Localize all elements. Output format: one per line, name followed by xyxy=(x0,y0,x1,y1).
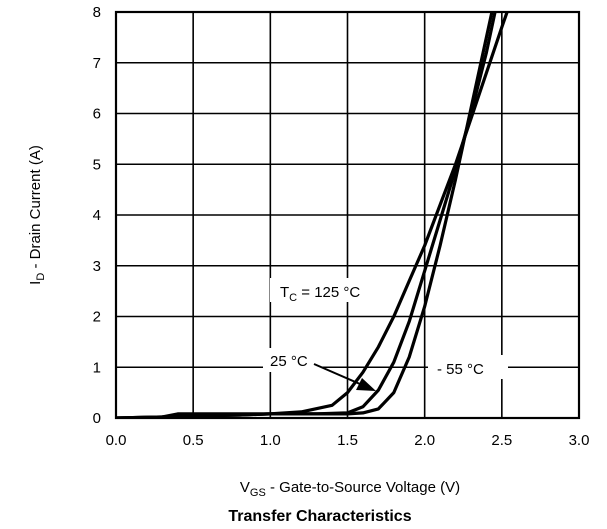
y-tick-label: 0 xyxy=(93,410,101,427)
plot-frame xyxy=(114,10,581,420)
y-tick-labels: 0 1 2 3 4 5 6 7 8 xyxy=(93,4,101,427)
x-tick-labels: 0.0 0.5 1.0 1.5 2.0 2.5 3.0 xyxy=(106,432,590,449)
x-tick-label: 0.0 xyxy=(106,432,127,449)
series-minus55c-line xyxy=(116,12,494,418)
annotation-125c-bg xyxy=(270,278,388,302)
y-tick-label: 4 xyxy=(93,207,101,224)
y-tick-label: 2 xyxy=(93,309,101,326)
x-tick-label: 0.5 xyxy=(183,432,204,449)
y-tick-label: 5 xyxy=(93,156,101,173)
annotation-25c-label: 25 °C xyxy=(270,353,308,370)
x-tick-label: 3.0 xyxy=(569,432,590,449)
y-tick-label: 8 xyxy=(93,4,101,21)
annotation-25c-arrowhead xyxy=(356,378,376,391)
y-tick-label: 3 xyxy=(93,258,101,275)
x-tick-label: 2.5 xyxy=(491,432,512,449)
x-tick-label: 2.0 xyxy=(414,432,435,449)
grid xyxy=(116,12,579,418)
annotation-55c-bg xyxy=(428,355,508,379)
annotation-25c-bg xyxy=(263,348,321,372)
x-tick-label: 1.0 xyxy=(260,432,281,449)
annotation-55c-label: - 55 °C xyxy=(437,361,484,378)
annotation-125c-label: TC = 125 °C xyxy=(280,284,360,304)
y-tick-label: 6 xyxy=(93,106,101,123)
x-tick-label: 1.5 xyxy=(337,432,358,449)
series-lines xyxy=(116,12,509,418)
x-axis-label: VGS - Gate-to-Source Voltage (V) xyxy=(240,479,460,499)
y-tick-label: 7 xyxy=(93,55,101,72)
chart-title: Transfer Characteristics xyxy=(228,508,411,525)
y-tick-label: 1 xyxy=(93,359,101,376)
annotation-25c-arrow-line xyxy=(313,363,361,385)
y-axis-label: ID - Drain Current (A) xyxy=(27,145,47,285)
